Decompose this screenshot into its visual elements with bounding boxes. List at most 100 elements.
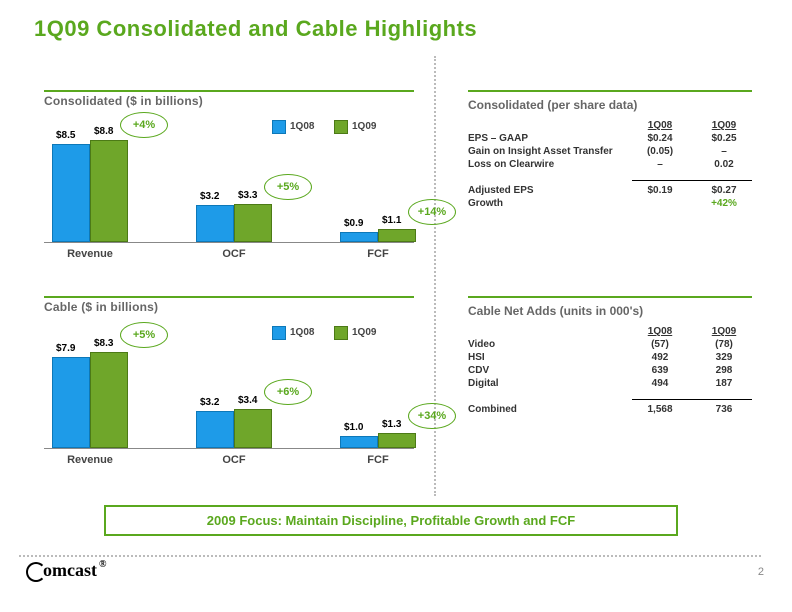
row-value: 298	[696, 365, 752, 376]
category-label: FCF	[340, 454, 416, 466]
bar	[340, 436, 378, 448]
bar-value-label: $8.5	[56, 130, 75, 141]
bar-value-label: $8.3	[94, 338, 113, 349]
growth-oval: +5%	[264, 174, 312, 200]
legend-label: 1Q08	[290, 327, 314, 338]
bar	[196, 411, 234, 448]
growth-label: Growth	[468, 198, 624, 209]
growth-oval: +14%	[408, 199, 456, 225]
bar-chart-consolidated: 1Q081Q09$8.5$8.8Revenue+4%$3.2$3.3OCF+5%…	[44, 112, 414, 270]
bar-value-label: $3.4	[238, 395, 257, 406]
table-rule	[632, 399, 752, 400]
legend-label: 1Q08	[290, 121, 314, 132]
row-label: Digital	[468, 378, 624, 389]
row-value: 494	[632, 378, 688, 389]
logo-c-mark	[26, 562, 46, 582]
netadds-table: 1Q08 1Q09 Video (57) (78) HSI 492 329 CDV 639 298 D…	[468, 326, 752, 415]
row-value: (78)	[696, 339, 752, 350]
slide-title: 1Q09 Consolidated and Cable Highlights	[34, 16, 477, 42]
row-label: EPS – GAAP	[468, 133, 624, 144]
panel-rule	[468, 90, 752, 92]
total-value: $0.27	[696, 185, 752, 196]
legend-label: 1Q09	[352, 121, 376, 132]
panel-title-cable: Cable ($ in billions)	[44, 300, 414, 314]
panel-cable: Cable ($ in billions) 1Q081Q09$7.9$8.3Re…	[44, 296, 414, 476]
eps-section: Consolidated (per share data) 1Q08 1Q09 EP…	[468, 90, 752, 209]
growth-value: +42%	[696, 198, 752, 209]
row-value: $0.24	[632, 133, 688, 144]
chart-axis	[44, 448, 414, 449]
legend-swatch	[272, 326, 286, 340]
eps-table: 1Q08 1Q09 EPS – GAAP $0.24 $0.25 Gain on Insi…	[468, 120, 752, 209]
growth-oval: +6%	[264, 379, 312, 405]
bar	[52, 144, 90, 242]
bar-value-label: $1.3	[382, 419, 401, 430]
bar-value-label: $3.2	[200, 397, 219, 408]
row-label: CDV	[468, 365, 624, 376]
row-value: 187	[696, 378, 752, 389]
logo-trademark: ®	[99, 559, 106, 570]
total-label: Adjusted EPS	[468, 185, 624, 196]
row-label: Gain on Insight Asset Transfer	[468, 146, 624, 157]
growth-oval: +4%	[120, 112, 168, 138]
row-value: $0.25	[696, 133, 752, 144]
closing-statement: 2009 Focus: Maintain Discipline, Profita…	[104, 505, 678, 536]
logo-text: omcast	[43, 560, 97, 581]
legend-swatch	[334, 326, 348, 340]
growth-oval: +5%	[120, 322, 168, 348]
row-value: 0.02	[696, 159, 752, 170]
netadds-title: Cable Net Adds (units in 000's)	[468, 304, 752, 318]
bar	[90, 352, 128, 448]
row-label: Video	[468, 339, 624, 350]
panel-title-consolidated: Consolidated ($ in billions)	[44, 94, 414, 108]
category-label: FCF	[340, 248, 416, 260]
bar-value-label: $7.9	[56, 343, 75, 354]
table-rule	[632, 180, 752, 181]
row-label: Loss on Clearwire	[468, 159, 624, 170]
table-col-header: 1Q09	[696, 326, 752, 337]
category-label: OCF	[196, 454, 272, 466]
row-value: 492	[632, 352, 688, 363]
table-col-header: 1Q08	[632, 326, 688, 337]
row-label: HSI	[468, 352, 624, 363]
chart-axis	[44, 242, 414, 243]
bar	[234, 204, 272, 242]
bar-value-label: $3.2	[200, 191, 219, 202]
panel-rule	[44, 296, 414, 298]
table-col-header: 1Q08	[632, 120, 688, 131]
bar-value-label: $8.8	[94, 126, 113, 137]
eps-title: Consolidated (per share data)	[468, 98, 752, 112]
footer-divider	[19, 555, 761, 557]
panel-rule	[44, 90, 414, 92]
bar-value-label: $1.1	[382, 215, 401, 226]
total-value: 736	[696, 404, 752, 415]
bar	[90, 140, 128, 242]
row-value: (0.05)	[632, 146, 688, 157]
bar-chart-cable: 1Q081Q09$7.9$8.3Revenue+5%$3.2$3.4OCF+6%…	[44, 318, 414, 476]
bar	[196, 205, 234, 242]
vertical-divider	[434, 56, 436, 496]
legend-label: 1Q09	[352, 327, 376, 338]
comcast-logo: omcast®	[26, 560, 104, 581]
bar	[52, 357, 90, 448]
legend-swatch	[334, 120, 348, 134]
category-label: OCF	[196, 248, 272, 260]
row-value: 329	[696, 352, 752, 363]
row-value: 639	[632, 365, 688, 376]
bar	[234, 409, 272, 448]
total-value: 1,568	[632, 404, 688, 415]
row-value: –	[696, 146, 752, 157]
category-label: Revenue	[52, 248, 128, 260]
bar-value-label: $1.0	[344, 422, 363, 433]
page-number: 2	[758, 566, 764, 578]
row-value: –	[632, 159, 688, 170]
total-label: Combined	[468, 404, 624, 415]
row-value: (57)	[632, 339, 688, 350]
legend-swatch	[272, 120, 286, 134]
bar	[378, 433, 416, 448]
slide-page: 1Q09 Consolidated and Cable Highlights C…	[0, 0, 792, 612]
table-col-header: 1Q09	[696, 120, 752, 131]
total-value: $0.19	[632, 185, 688, 196]
panel-rule	[468, 296, 752, 298]
panel-consolidated: Consolidated ($ in billions) 1Q08 1Q09 $8.…	[44, 90, 414, 270]
